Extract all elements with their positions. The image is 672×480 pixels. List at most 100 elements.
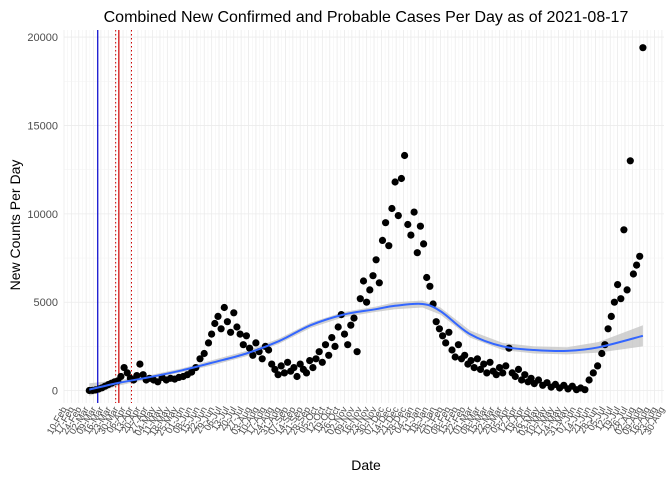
data-point <box>306 357 314 365</box>
data-point <box>388 204 396 213</box>
data-point <box>614 281 622 289</box>
data-point <box>534 376 543 384</box>
data-point <box>495 364 504 372</box>
data-point <box>426 282 434 290</box>
data-point <box>502 362 510 370</box>
data-point <box>356 295 364 303</box>
data-point <box>589 369 597 377</box>
data-point <box>391 178 399 186</box>
data-point <box>328 334 336 342</box>
y-tick-label: 10000 <box>27 209 58 221</box>
data-point <box>445 328 453 336</box>
data-point <box>442 339 450 347</box>
data-point <box>423 273 431 282</box>
data-point <box>230 309 238 317</box>
data-point <box>296 360 304 368</box>
data-point <box>252 339 260 347</box>
data-point <box>483 369 491 377</box>
data-point <box>359 277 368 285</box>
data-point <box>369 272 377 280</box>
data-point <box>473 355 481 363</box>
data-point <box>200 349 208 358</box>
data-point <box>290 364 298 372</box>
data-point <box>284 358 292 366</box>
data-point <box>331 342 339 350</box>
data-point <box>476 365 485 373</box>
data-point <box>223 318 231 326</box>
y-tick-label: 0 <box>52 386 58 398</box>
x-axis-title: Date <box>351 457 381 473</box>
data-point <box>432 318 440 326</box>
data-point <box>344 341 352 349</box>
data-point <box>372 256 380 264</box>
data-point <box>123 369 131 377</box>
data-point <box>214 312 222 320</box>
data-point <box>274 371 282 379</box>
data-point <box>581 386 589 394</box>
data-point <box>277 362 285 370</box>
data-point <box>204 339 213 347</box>
data-point <box>492 371 500 379</box>
data-point <box>375 279 383 287</box>
data-point <box>366 286 374 294</box>
data-point <box>280 369 288 377</box>
data-point <box>236 330 244 338</box>
data-point <box>629 270 638 278</box>
data-point <box>623 286 631 294</box>
data-point <box>604 325 612 333</box>
data-point <box>617 295 625 303</box>
data-point <box>217 325 225 333</box>
data-point <box>268 360 276 368</box>
data-point <box>416 222 424 230</box>
y-tick-label: 15000 <box>27 120 58 132</box>
data-point <box>470 364 478 372</box>
data-point <box>439 332 447 340</box>
data-point <box>527 374 535 382</box>
data-point <box>518 376 526 384</box>
y-tick-label: 5000 <box>34 297 58 309</box>
data-point <box>607 312 615 320</box>
data-point <box>420 240 428 248</box>
data-point <box>620 226 628 234</box>
data-point <box>227 328 235 336</box>
trend-band-group <box>89 300 643 396</box>
data-point <box>318 358 326 366</box>
y-tick-label: 20000 <box>27 32 58 44</box>
data-point <box>521 371 529 379</box>
data-point <box>448 346 456 354</box>
data-point <box>249 351 257 359</box>
data-point <box>514 365 523 373</box>
x-tick-labels: 10-Feb17-Feb24-Feb02-Mar09-Mar16-Mar23-M… <box>45 405 667 438</box>
data-point <box>461 351 469 359</box>
data-point <box>120 364 128 372</box>
data-point <box>480 360 488 368</box>
data-point <box>309 364 317 372</box>
data-point <box>413 249 421 257</box>
data-point <box>246 344 254 352</box>
data-point <box>382 219 390 227</box>
data-point <box>451 353 459 361</box>
y-axis-title: New Counts Per Day <box>7 160 23 291</box>
data-point <box>394 212 402 220</box>
data-point <box>117 372 125 381</box>
data-point <box>136 360 144 368</box>
data-point <box>486 358 494 366</box>
data-point <box>271 365 279 373</box>
data-point <box>350 314 358 322</box>
grid-lines <box>63 30 664 403</box>
data-point <box>133 372 141 380</box>
data-point <box>407 231 415 239</box>
data-point <box>188 368 196 376</box>
reference-lines <box>97 30 132 403</box>
trend-line <box>89 302 644 391</box>
data-point <box>258 355 266 363</box>
data-point <box>239 341 247 349</box>
data-point <box>265 346 273 354</box>
y-tick-labels: 0 5000 10000 15000 20000 <box>27 32 58 398</box>
data-point <box>340 330 349 338</box>
data-point <box>334 323 342 331</box>
data-point <box>242 332 250 340</box>
data-point <box>139 371 147 379</box>
data-point <box>315 348 323 356</box>
